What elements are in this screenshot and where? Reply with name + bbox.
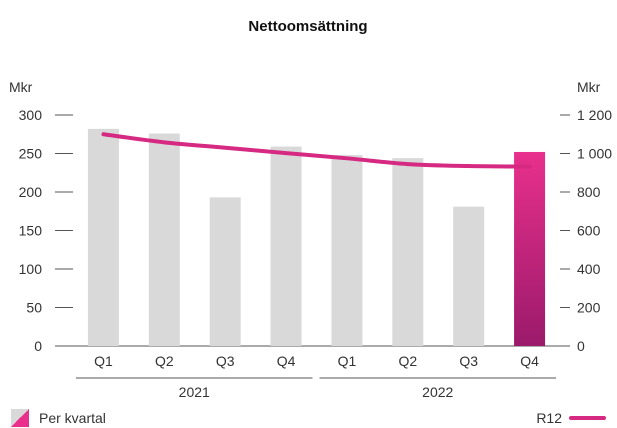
left-tick-label: 0 bbox=[34, 338, 42, 354]
x-tick-label: Q3 bbox=[459, 353, 478, 369]
right-tick-label: 200 bbox=[577, 300, 601, 316]
left-tick-label: 300 bbox=[19, 107, 43, 123]
x-tick-label: Q2 bbox=[398, 353, 417, 369]
x-axis-categories: Q1 Q2 Q3 Q4 Q1 Q2 Q3 Q4 bbox=[94, 353, 539, 369]
legend-swatch-per-kvartal bbox=[11, 409, 29, 427]
x-tick-label: Q4 bbox=[520, 353, 539, 369]
right-tick-label: 0 bbox=[577, 338, 585, 354]
year-label: 2022 bbox=[422, 384, 453, 400]
left-axis-unit: Mkr bbox=[9, 79, 33, 95]
year-label: 2021 bbox=[179, 384, 210, 400]
legend-label-per-kvartal: Per kvartal bbox=[39, 410, 106, 426]
bar bbox=[87, 128, 119, 346]
legend-per-kvartal: Per kvartal bbox=[11, 409, 106, 427]
left-tick-label: 50 bbox=[26, 300, 42, 316]
chart-title: Nettoomsättning bbox=[248, 18, 367, 35]
left-tick-label: 250 bbox=[19, 146, 43, 162]
x-tick-label: Q2 bbox=[155, 353, 174, 369]
x-tick-label: Q3 bbox=[216, 353, 235, 369]
bar bbox=[453, 206, 485, 346]
right-axis-unit: Mkr bbox=[577, 79, 601, 95]
r12-line bbox=[101, 132, 532, 169]
legend-r12: R12 bbox=[536, 410, 606, 426]
x-axis-years: 2021 2022 bbox=[76, 377, 556, 400]
right-tick-label: 400 bbox=[577, 261, 601, 277]
bar-series bbox=[87, 128, 546, 346]
left-axis-ticks: 0 50 100 150 200 250 300 bbox=[19, 107, 43, 354]
bar bbox=[392, 158, 424, 346]
gridlines bbox=[55, 114, 570, 347]
line-series bbox=[101, 132, 532, 169]
x-tick-label: Q1 bbox=[338, 353, 357, 369]
right-tick-label: 600 bbox=[577, 223, 601, 239]
bar bbox=[209, 197, 241, 346]
right-tick-label: 1 200 bbox=[577, 107, 612, 123]
bar-highlight bbox=[514, 151, 546, 346]
right-tick-label: 1 000 bbox=[577, 146, 612, 162]
legend-label-r12: R12 bbox=[536, 410, 562, 426]
bar bbox=[148, 133, 180, 346]
x-tick-label: Q4 bbox=[277, 353, 296, 369]
left-tick-label: 150 bbox=[19, 223, 43, 239]
right-axis-ticks: 0 200 400 600 800 1 000 1 200 bbox=[577, 107, 612, 354]
left-tick-label: 200 bbox=[19, 184, 43, 200]
bar bbox=[331, 155, 363, 346]
x-tick-label: Q1 bbox=[94, 353, 113, 369]
right-tick-label: 800 bbox=[577, 184, 601, 200]
left-tick-label: 100 bbox=[19, 261, 43, 277]
bar bbox=[270, 146, 302, 346]
